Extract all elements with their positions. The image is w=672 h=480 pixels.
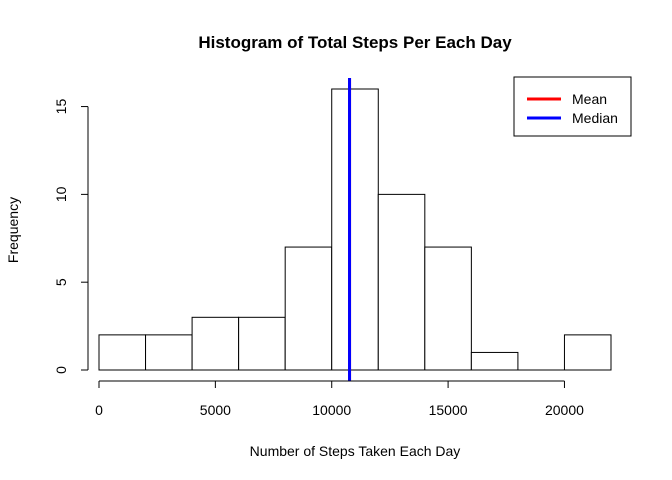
x-tick-label-0: 0 [95, 402, 103, 418]
y-axis-label: Frequency [5, 197, 21, 263]
legend: Mean Median [513, 76, 632, 137]
x-tick-label-1: 5000 [200, 402, 231, 418]
y-tick-label-3: 15 [53, 99, 69, 115]
histogram-bar-8 [470, 351, 519, 371]
y-tick-label-1: 5 [53, 278, 69, 286]
chart-title: Histogram of Total Steps Per Each Day [198, 33, 512, 52]
histogram-bar-2 [191, 316, 240, 371]
histogram-bar-7 [424, 246, 472, 371]
histogram-bar-10 [563, 334, 612, 371]
x-tick-label-4: 20000 [545, 402, 584, 418]
legend-box [513, 76, 632, 137]
histogram-bar-5 [331, 88, 379, 371]
x-tick-label-2: 10000 [312, 402, 351, 418]
legend-label-median: Median [572, 110, 618, 126]
histogram-bar-3 [238, 316, 286, 371]
bars-group [98, 88, 612, 371]
x-tick-label-3: 15000 [429, 402, 468, 418]
y-axis: 0 5 10 15 [53, 99, 89, 374]
y-tick-label-2: 10 [53, 186, 69, 202]
x-axis: 0 5000 10000 15000 20000 [95, 380, 584, 418]
histogram-bar-6 [377, 193, 426, 371]
histogram-bar-0 [98, 334, 147, 371]
histogram-bar-4 [284, 246, 333, 371]
histogram-bar-1 [145, 334, 193, 371]
legend-label-mean: Mean [572, 91, 607, 107]
x-axis-label: Number of Steps Taken Each Day [250, 443, 461, 459]
y-tick-label-0: 0 [53, 366, 69, 374]
